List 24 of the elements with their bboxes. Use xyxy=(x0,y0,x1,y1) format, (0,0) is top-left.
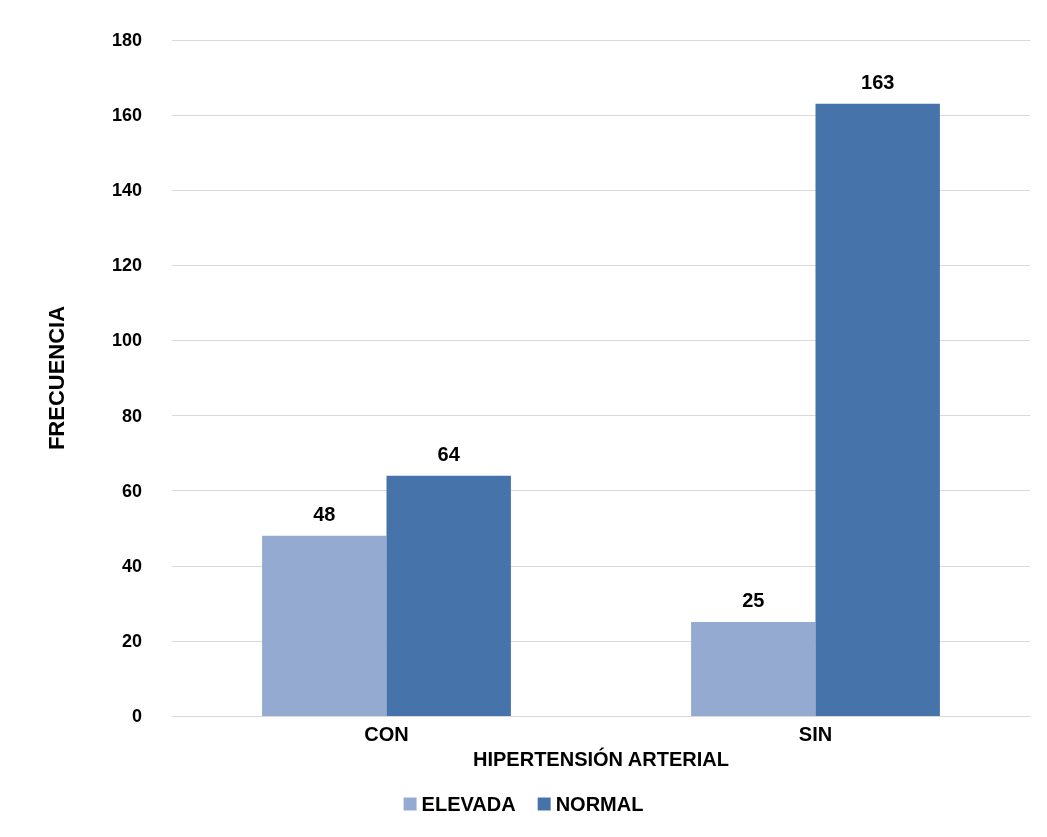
y-tick-label: 160 xyxy=(111,105,142,126)
data-label: 25 xyxy=(742,589,765,612)
legend-label: ELEVADA xyxy=(421,793,516,815)
y-tick-label: 0 xyxy=(131,706,142,726)
data-label: 163 xyxy=(861,70,895,93)
bar xyxy=(262,535,387,716)
bar xyxy=(815,103,940,716)
bar xyxy=(386,475,511,716)
y-tick-label: 100 xyxy=(111,330,142,351)
x-tick-label: SIN xyxy=(798,723,833,745)
legend-label: NORMAL xyxy=(555,793,644,815)
bar xyxy=(691,622,816,716)
y-tick-label: 180 xyxy=(111,30,142,50)
data-label: 48 xyxy=(313,502,336,525)
x-tick-label: CON xyxy=(364,723,409,745)
x-axis-title: HIPERTENSIÓN ARTERIAL xyxy=(473,746,729,770)
y-axis-title: FRECUENCIA xyxy=(43,305,69,451)
y-tick-label: 120 xyxy=(111,255,142,276)
y-tick-label: 40 xyxy=(121,555,142,576)
y-tick-label: 60 xyxy=(121,480,142,501)
y-tick-label: 20 xyxy=(121,630,142,651)
data-label: 64 xyxy=(437,442,461,465)
y-tick-label: 140 xyxy=(111,180,142,201)
y-tick-label: 80 xyxy=(121,405,142,426)
